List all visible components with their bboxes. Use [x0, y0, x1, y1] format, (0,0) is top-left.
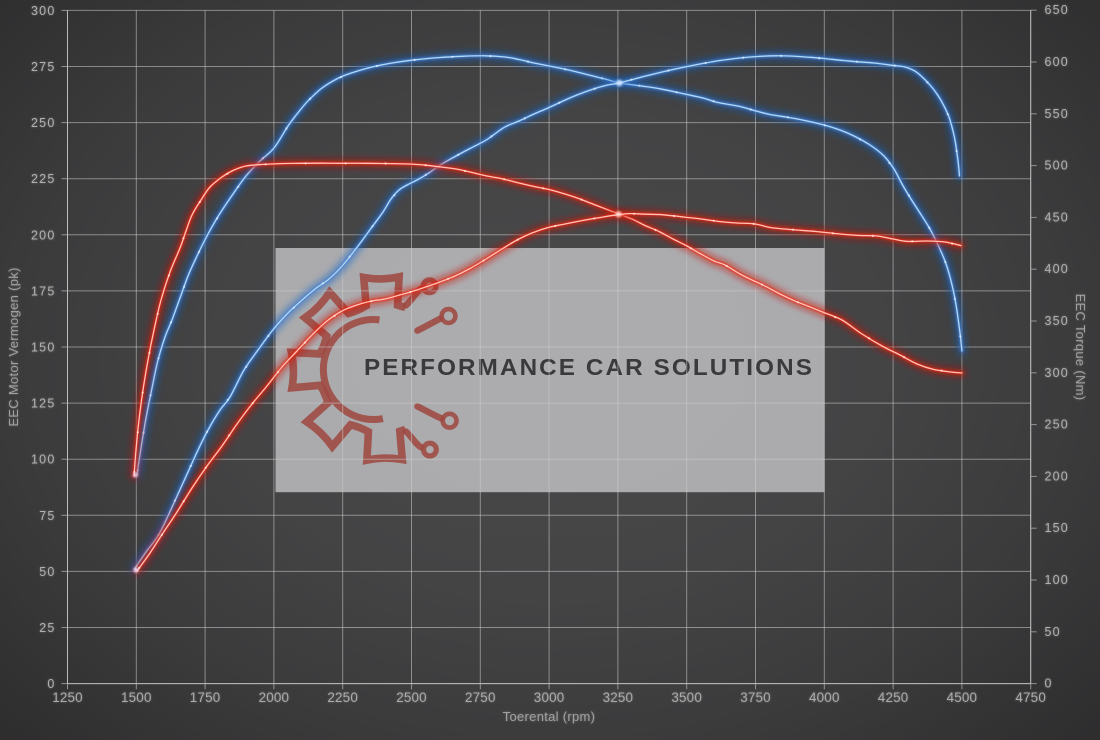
svg-text:75: 75: [39, 509, 55, 523]
svg-text:250: 250: [1045, 418, 1069, 432]
svg-text:75: 75: [39, 509, 55, 523]
svg-text:3500: 3500: [671, 690, 702, 705]
svg-text:175: 175: [31, 284, 55, 298]
svg-text:1500: 1500: [121, 690, 152, 705]
svg-text:200: 200: [31, 228, 55, 242]
svg-text:275: 275: [31, 60, 55, 74]
svg-text:25: 25: [39, 621, 55, 635]
svg-text:2500: 2500: [396, 690, 427, 705]
svg-text:225: 225: [31, 172, 55, 186]
svg-text:4750: 4750: [1015, 690, 1046, 705]
svg-text:100: 100: [1045, 573, 1069, 587]
svg-text:400: 400: [1045, 262, 1069, 276]
svg-text:4500: 4500: [947, 690, 978, 705]
svg-text:550: 550: [1045, 107, 1069, 121]
svg-text:500: 500: [1045, 159, 1069, 173]
svg-text:2500: 2500: [396, 690, 427, 705]
svg-text:450: 450: [1045, 210, 1069, 224]
svg-text:50: 50: [39, 565, 55, 579]
svg-text:EEC Torque (Nm): EEC Torque (Nm): [1073, 294, 1088, 401]
svg-text:350: 350: [1045, 314, 1069, 328]
svg-text:3500: 3500: [671, 690, 702, 705]
svg-text:Toerental (rpm): Toerental (rpm): [503, 709, 596, 724]
svg-text:4000: 4000: [809, 690, 840, 705]
svg-text:300: 300: [31, 4, 55, 18]
svg-text:2750: 2750: [465, 690, 496, 705]
svg-text:25: 25: [39, 621, 55, 635]
svg-text:Toerental (rpm): Toerental (rpm): [503, 709, 596, 724]
svg-text:100: 100: [31, 453, 55, 467]
svg-text:225: 225: [31, 172, 55, 186]
svg-text:350: 350: [1045, 314, 1069, 328]
svg-text:2250: 2250: [327, 690, 358, 705]
svg-text:150: 150: [1045, 521, 1069, 535]
svg-text:300: 300: [31, 4, 55, 18]
svg-text:2000: 2000: [259, 690, 290, 705]
svg-text:3000: 3000: [534, 690, 565, 705]
svg-text:3250: 3250: [603, 690, 634, 705]
svg-text:2750: 2750: [465, 690, 496, 705]
svg-text:650: 650: [1045, 3, 1069, 17]
svg-text:EEC Torque (Nm): EEC Torque (Nm): [1073, 294, 1088, 401]
svg-text:1750: 1750: [190, 690, 221, 705]
svg-text:275: 275: [31, 60, 55, 74]
svg-text:1750: 1750: [190, 690, 221, 705]
svg-text:150: 150: [31, 341, 55, 355]
svg-text:EEC Motor Vermogen (pk): EEC Motor Vermogen (pk): [6, 267, 21, 426]
svg-text:125: 125: [31, 397, 55, 411]
svg-text:3750: 3750: [740, 690, 771, 705]
svg-text:4250: 4250: [878, 690, 909, 705]
svg-text:0: 0: [47, 677, 55, 691]
svg-text:300: 300: [1045, 366, 1069, 380]
svg-text:3000: 3000: [534, 690, 565, 705]
svg-text:450: 450: [1045, 210, 1069, 224]
svg-text:1500: 1500: [121, 690, 152, 705]
svg-text:50: 50: [1045, 625, 1061, 639]
svg-text:50: 50: [39, 565, 55, 579]
svg-text:2250: 2250: [327, 690, 358, 705]
svg-text:0: 0: [47, 677, 55, 691]
svg-text:250: 250: [1045, 418, 1069, 432]
svg-text:1250: 1250: [52, 690, 83, 705]
svg-text:EEC Motor Vermogen (pk): EEC Motor Vermogen (pk): [6, 267, 21, 426]
svg-text:4250: 4250: [878, 690, 909, 705]
svg-text:100: 100: [31, 453, 55, 467]
svg-text:3750: 3750: [740, 690, 771, 705]
svg-text:175: 175: [31, 284, 55, 298]
svg-text:4750: 4750: [1015, 690, 1046, 705]
svg-text:250: 250: [31, 116, 55, 130]
svg-text:1250: 1250: [52, 690, 83, 705]
svg-text:0: 0: [1045, 677, 1053, 691]
svg-text:200: 200: [1045, 469, 1069, 483]
svg-text:200: 200: [1045, 469, 1069, 483]
svg-text:150: 150: [1045, 521, 1069, 535]
svg-text:600: 600: [1045, 55, 1069, 69]
svg-text:500: 500: [1045, 159, 1069, 173]
svg-text:650: 650: [1045, 3, 1069, 17]
svg-text:400: 400: [1045, 262, 1069, 276]
svg-text:100: 100: [1045, 573, 1069, 587]
svg-text:250: 250: [31, 116, 55, 130]
svg-text:600: 600: [1045, 55, 1069, 69]
svg-text:50: 50: [1045, 625, 1061, 639]
svg-text:150: 150: [31, 341, 55, 355]
svg-text:200: 200: [31, 228, 55, 242]
svg-text:3250: 3250: [603, 690, 634, 705]
svg-text:2000: 2000: [259, 690, 290, 705]
svg-text:0: 0: [1045, 677, 1053, 691]
svg-text:550: 550: [1045, 107, 1069, 121]
svg-text:125: 125: [31, 397, 55, 411]
svg-text:300: 300: [1045, 366, 1069, 380]
svg-text:4000: 4000: [809, 690, 840, 705]
svg-text:4500: 4500: [947, 690, 978, 705]
svg-text:PERFORMANCE CAR SOLUTIONS: PERFORMANCE CAR SOLUTIONS: [364, 354, 814, 380]
